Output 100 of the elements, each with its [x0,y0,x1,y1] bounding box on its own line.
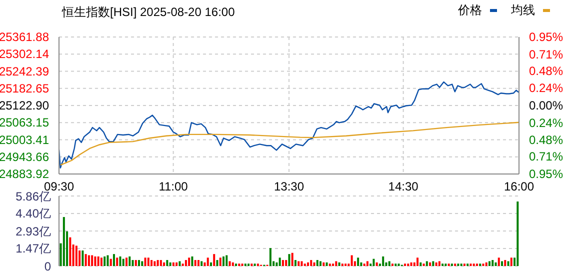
bar [269,248,272,266]
bar [69,237,72,266]
bar [116,258,118,266]
bar [206,258,209,266]
bar [326,262,328,266]
bar [498,258,500,266]
bar [75,246,78,266]
bar [216,260,218,266]
bar [300,261,303,266]
bar [197,260,200,266]
bar [310,260,312,266]
bar [338,262,340,266]
bar [94,256,96,266]
bar [188,258,190,266]
y-tick-label: 2.93亿 [16,224,51,238]
bar [435,262,438,266]
line-series [60,122,519,166]
bar [410,262,412,266]
bar [141,261,144,266]
y2-tick-label: 0.71% [529,47,564,62]
bar [160,260,162,266]
x-tick-label: 11:00 [158,180,188,194]
bar [147,258,150,266]
bar [128,256,131,266]
bar [184,260,187,266]
bar [426,261,428,266]
bar [62,217,65,266]
bar [288,254,290,266]
bar [501,261,504,266]
bar [97,256,100,266]
bar [420,262,422,266]
bar [278,258,281,266]
bar [298,261,300,266]
bar [357,258,360,266]
y2-tick-label: 0.00% [529,98,564,112]
bar [138,260,140,266]
bar [213,254,216,266]
legend-label: 价格 [458,2,482,19]
bar [91,255,94,266]
bar [492,260,494,266]
bar [322,262,325,266]
bar [429,262,432,266]
bar [282,260,284,266]
line-series [59,81,519,169]
bar [372,258,375,266]
bar [154,261,156,266]
bar [84,254,87,266]
bar [150,260,153,266]
bar [222,256,225,266]
y2-tick-label: 0.48% [529,64,564,78]
bar [516,201,519,266]
bar [382,256,384,266]
y-tick-label: 1.47亿 [16,242,51,256]
chart-title: 恒生指数[HSI] 2025-08-20 16:00 [62,4,235,21]
bar [176,262,178,266]
bar [488,261,490,266]
bar [219,258,222,266]
bar [200,261,203,266]
y2-tick-label: 0.95% [529,167,564,181]
bar [172,262,174,266]
y2-tick-label: 0.24% [529,116,564,130]
bar [134,260,137,266]
bar [82,250,84,266]
bar [125,258,128,266]
bar [494,262,497,266]
bar [112,254,115,266]
bar [388,261,390,266]
bar [122,258,124,266]
bar [366,261,368,266]
bar [285,260,288,266]
bar [504,260,506,266]
legend-label: 均线 [511,2,535,19]
bar [291,252,294,266]
bar [510,258,512,266]
bar [156,260,159,266]
bar [210,262,212,266]
y2-tick-label: 0.71% [529,150,564,164]
bar [194,260,196,266]
bar [335,261,338,266]
bar [416,258,419,266]
y-tick-label: 4.40亿 [16,206,51,221]
bar [166,260,168,266]
y2-tick-label: 0.95% [529,30,564,44]
bar [132,260,134,266]
bar [232,262,234,266]
x-tick-label: 16:00 [504,180,534,194]
y2-tick-label: 0.24% [529,81,564,96]
y-tick-label: 0 [44,259,52,274]
bar [313,262,316,266]
bar [106,255,109,266]
bar [119,256,122,266]
bar [228,261,231,266]
bar [438,261,440,266]
bar [306,262,309,266]
x-tick-label: 14:30 [388,180,419,194]
bar [191,256,194,266]
bar [507,261,510,266]
bar [376,262,378,266]
y2-tick-label: 0.48% [529,133,564,148]
bar [432,261,434,266]
